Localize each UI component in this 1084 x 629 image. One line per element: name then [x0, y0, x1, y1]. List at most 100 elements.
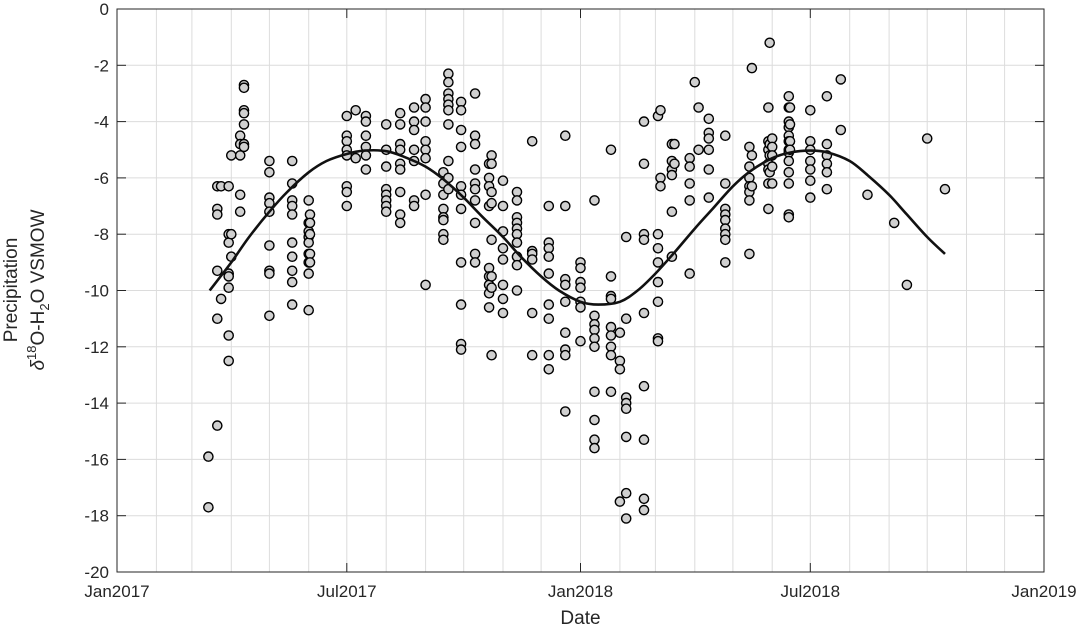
data-point: [264, 166, 275, 178]
data-point: [264, 310, 275, 322]
data-point: [303, 268, 315, 279]
data-point: [543, 349, 555, 361]
data-point: [720, 257, 731, 268]
data-point: [341, 110, 353, 122]
data-point: [455, 141, 467, 153]
data-point: [766, 161, 778, 172]
y-tick-labels: 0 -2 -4 -6 -8 -10 -12 -14 -16 -18 -20: [84, 0, 109, 582]
data-point: [443, 105, 454, 116]
data-point: [455, 105, 467, 116]
data-point: [703, 133, 715, 144]
data-point: [684, 268, 696, 279]
data-point: [211, 313, 223, 325]
data-point: [543, 363, 555, 375]
data-point: [443, 119, 454, 130]
data-point: [394, 217, 406, 229]
data-point: [526, 135, 538, 147]
data-point: [215, 293, 227, 305]
data-point: [669, 138, 680, 150]
data-point: [560, 406, 571, 417]
data-point: [638, 307, 650, 319]
data-point: [420, 279, 431, 291]
data-point: [497, 279, 509, 291]
data-point: [238, 119, 250, 130]
y-axis-title-line1: Precipitation: [1, 238, 22, 343]
data-point: [511, 259, 523, 271]
data-point: [455, 124, 467, 136]
data-point: [766, 178, 778, 189]
y-tick-label: 0: [100, 0, 109, 19]
data-point: [223, 330, 234, 341]
data-point: [744, 195, 755, 206]
x-tick-label: Jan2018: [548, 582, 613, 601]
data-point: [543, 200, 555, 212]
data-point: [223, 282, 234, 294]
data-point: [669, 158, 680, 170]
data-point: [286, 251, 298, 263]
data-point: [408, 102, 420, 113]
data-point: [543, 313, 555, 325]
data-point: [408, 124, 420, 136]
data-point: [455, 257, 467, 268]
data-point: [638, 493, 650, 505]
data-point: [497, 293, 509, 305]
data-point: [394, 119, 406, 130]
data-point: [234, 189, 246, 201]
data-point: [835, 74, 847, 85]
data-point: [689, 76, 701, 88]
data-point: [605, 144, 617, 156]
data-point: [526, 254, 538, 265]
data-point: [746, 180, 758, 192]
data-point: [638, 380, 650, 392]
data-point: [652, 335, 664, 347]
data-point: [638, 116, 650, 127]
data-point: [605, 271, 617, 282]
data-point: [286, 299, 298, 310]
data-point: [744, 248, 755, 260]
grid-lines: [117, 9, 1044, 572]
data-point: [888, 217, 900, 229]
data-point: [821, 183, 833, 195]
data-point: [575, 302, 586, 313]
data-point: [511, 237, 523, 248]
data-point: [203, 451, 214, 462]
data-point: [589, 341, 600, 353]
data-point: [438, 214, 449, 226]
data-point: [605, 349, 617, 361]
data-point: [560, 200, 571, 212]
data-point: [497, 175, 509, 186]
data-point: [784, 102, 796, 113]
data-point: [225, 150, 237, 161]
data-point: [560, 327, 571, 339]
data-point: [575, 282, 586, 294]
data-point: [264, 268, 275, 279]
data-point: [638, 434, 650, 446]
data-point: [783, 155, 795, 167]
data-point: [684, 178, 696, 189]
data-point: [821, 91, 833, 102]
data-point: [614, 327, 626, 339]
data-point: [497, 200, 509, 212]
data-point: [486, 234, 497, 246]
data-point: [638, 158, 650, 170]
data-point: [286, 265, 298, 277]
data-point: [835, 124, 847, 136]
data-point: [939, 183, 951, 195]
data-point: [497, 242, 509, 254]
data-point: [360, 164, 372, 175]
data-point: [211, 209, 223, 220]
data-point: [486, 186, 497, 198]
data-point: [286, 276, 298, 288]
data-point: [655, 180, 666, 192]
data-point: [264, 155, 275, 167]
data-point: [408, 144, 420, 156]
data-point: [420, 116, 431, 127]
data-point: [805, 105, 816, 116]
data-point: [589, 386, 600, 398]
y-axis-title-tail: O VSMOW: [28, 209, 49, 303]
data-point: [469, 195, 481, 206]
data-point: [655, 105, 666, 116]
data-point: [304, 228, 316, 240]
